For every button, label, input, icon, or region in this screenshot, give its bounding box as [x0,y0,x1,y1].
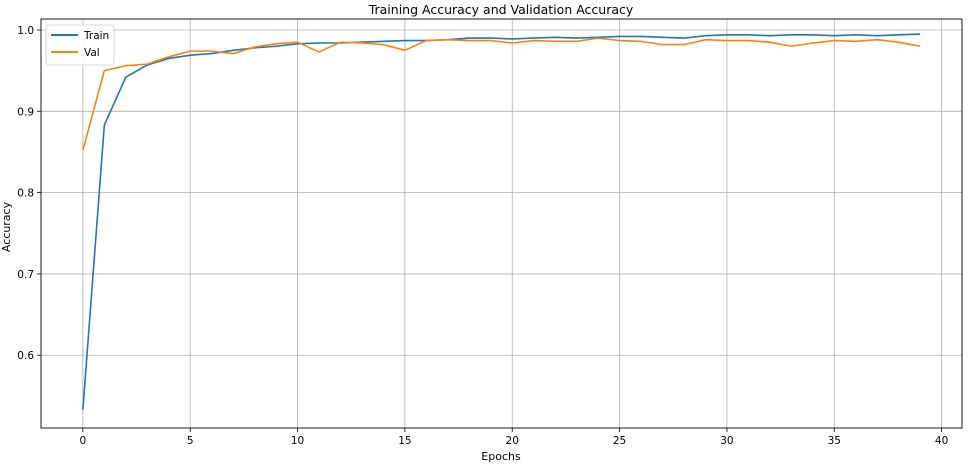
plot-area-frame [40,18,963,429]
x-tick-label: 5 [187,435,194,447]
series-line-val [82,37,921,151]
x-axis-label: Epochs [481,450,521,463]
y-tick-label: 0.9 [17,106,34,118]
y-tick-label: 0.8 [17,188,34,200]
x-tick-label: 10 [291,435,304,447]
x-tick-label: 20 [506,435,519,447]
y-axis-label: Accuracy [0,201,13,252]
x-tick-label: 30 [720,435,733,447]
legend: Train Val [45,24,115,66]
x-tick-label: 0 [80,435,87,447]
grid [41,19,962,428]
x-tick-label: 35 [828,435,841,447]
chart-title: Training Accuracy and Validation Accurac… [368,2,634,17]
y-tick-label: 0.7 [17,269,34,281]
y-tick-label: 1.0 [17,25,34,37]
x-tick-label: 25 [613,435,626,447]
axis-ticks: 0 5 10 15 20 25 30 35 40 0.6 0.7 0.8 0.9 1.0 [17,25,948,447]
legend-label-val: Val [84,47,100,59]
legend-label-train: Train [83,30,109,42]
series-lines [82,33,921,410]
x-tick-label: 15 [398,435,411,447]
x-tick-label: 40 [935,435,948,447]
y-tick-label: 0.6 [17,350,34,362]
